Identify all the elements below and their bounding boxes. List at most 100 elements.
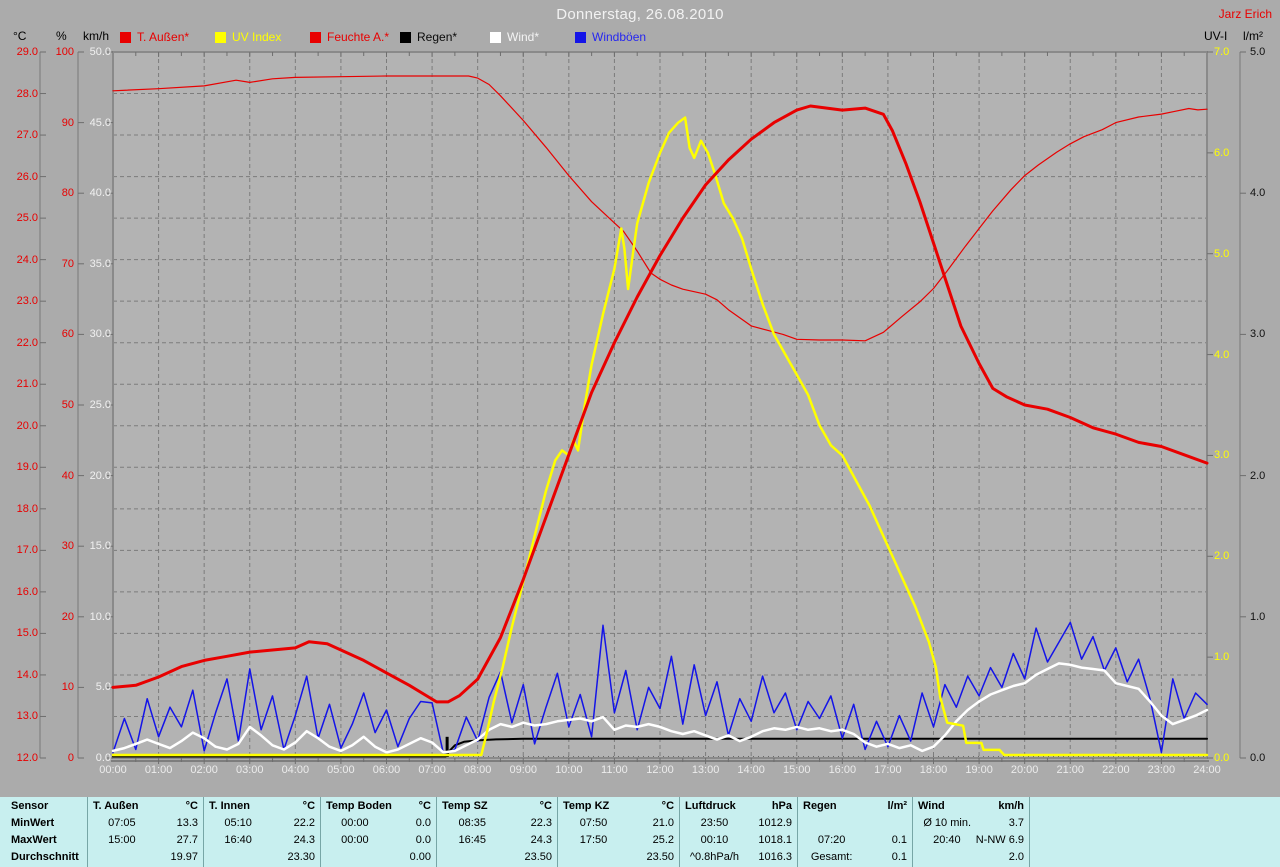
table-header-unit: °C — [661, 799, 675, 812]
hum-tick-label: 40 — [61, 469, 74, 482]
legend-item-feuchte-a-: Feuchte A.* — [310, 30, 389, 44]
table-row: 23:50 1012.9 — [680, 814, 797, 831]
hum-tick-label: 70 — [61, 257, 74, 270]
table-row: Ø 10 min. 3.7 — [913, 814, 1029, 831]
table-cell-time: 00:10 — [700, 833, 729, 846]
table-col-temp-sz: Temp SZ °C 08:35 22.3 16:45 24.3 23.50 — [437, 797, 558, 867]
table-row: 07:50 21.0 — [558, 814, 679, 831]
x-tick-label: 23:00 — [1147, 764, 1176, 776]
table-cell-time: 08:35 — [458, 816, 487, 829]
table-cell-value: 27.7 — [176, 833, 198, 846]
table-row: 23.30 — [204, 848, 320, 865]
table-cell-value: 22.3 — [530, 816, 552, 829]
table-header-unit: °C — [418, 799, 431, 812]
legend-label: Windböen — [592, 30, 647, 44]
table-col-t-au-en: T. Außen °C 07:05 13.3 15:00 27.7 19.97 — [88, 797, 204, 867]
x-tick-label: 00:00 — [99, 764, 127, 776]
table-row: 00:00 0.0 — [321, 831, 436, 848]
table-col-regen: Regen l/m² 07:20 0.1 Gesamt: 0.1 — [798, 797, 913, 867]
page-title: Donnerstag, 26.08.2010 — [556, 6, 724, 23]
x-tick-label: 19:00 — [965, 764, 993, 776]
x-tick-label: 24:00 — [1193, 764, 1221, 776]
temp-tick-label: 18.0 — [16, 502, 38, 515]
table-cell-value: 0.0 — [415, 816, 431, 829]
wind-tick-label: 45.0 — [89, 116, 111, 129]
temp-tick-label: 13.0 — [16, 710, 38, 723]
table-cell-time: 16:45 — [458, 833, 487, 846]
unit-label-kmh: km/h — [83, 29, 110, 43]
wind-tick-label: 30.0 — [89, 328, 111, 341]
table-cell-time: Ø 10 min. — [923, 816, 971, 829]
hum-tick-label: 90 — [61, 116, 74, 129]
x-tick-label: 17:00 — [874, 764, 902, 776]
legend-label: UV Index — [232, 30, 282, 44]
x-tick-label: 21:00 — [1056, 764, 1085, 776]
table-cell-time: 00:00 — [341, 833, 369, 846]
table-cell-time: 07:20 — [817, 833, 846, 846]
table-cell-value: 23.50 — [524, 850, 552, 863]
x-tick-label: 10:00 — [555, 764, 583, 776]
legend-item-windb-en: Windböen — [575, 30, 646, 44]
table-row: 07:20 0.1 — [798, 831, 912, 848]
table-cell-value: N-NW 6.9 — [975, 833, 1024, 846]
wind-tick-label: 25.0 — [89, 399, 111, 411]
table-cell-value: 24.3 — [293, 833, 316, 846]
x-tick-label: 20:00 — [1010, 764, 1039, 776]
x-tick-label: 18:00 — [919, 764, 948, 776]
table-cell-value: 1018.1 — [758, 833, 793, 846]
table-cell-value: 19.97 — [170, 850, 198, 863]
uv-tick-label: 7.0 — [1214, 46, 1230, 58]
table-col-header: T. Innen °C — [204, 797, 320, 814]
table-row: 08:35 22.3 — [437, 814, 557, 831]
table-row — [798, 814, 912, 831]
x-tick-label: 03:00 — [235, 764, 264, 776]
table-header-name: Wind — [918, 799, 945, 812]
table-col-header: Regen l/m² — [798, 797, 912, 814]
table-col-temp-boden: Temp Boden °C 00:00 0.0 00:00 0.0 0.00 — [321, 797, 437, 867]
table-header-name: T. Innen — [209, 799, 250, 812]
legend-label: Feuchte A.* — [327, 30, 390, 44]
uv-tick-label: 5.0 — [1214, 247, 1230, 260]
wind-tick-label: 50.0 — [89, 46, 111, 58]
temp-tick-label: 14.0 — [16, 668, 38, 681]
x-tick-label: 08:00 — [463, 764, 492, 776]
rain-tick-label: 4.0 — [1250, 187, 1266, 200]
table-header-unit: °C — [539, 799, 552, 812]
legend-swatch-icon — [215, 31, 226, 43]
table-cell-value: 3.7 — [1008, 816, 1025, 829]
table-col-header: Temp SZ °C — [437, 797, 557, 814]
x-tick-label: 14:00 — [737, 764, 765, 776]
table-row: 20:40 N-NW 6.9 — [913, 831, 1029, 848]
temp-tick-label: 16.0 — [16, 585, 38, 598]
x-tick-label: 01:00 — [144, 764, 173, 776]
wind-tick-label: 40.0 — [89, 187, 111, 200]
legend-label: Regen* — [417, 30, 458, 44]
table-cell-value: 23.50 — [646, 850, 675, 863]
temp-tick-label: 17.0 — [16, 544, 38, 557]
table-cell-time: 23:50 — [700, 816, 729, 829]
table-col-header: Temp Boden °C — [321, 797, 436, 814]
x-tick-label: 07:00 — [418, 764, 446, 776]
table-header-unit: hPa — [771, 799, 793, 812]
table-cell-value: 0.1 — [891, 850, 908, 863]
table-cell-value: 1016.3 — [758, 850, 793, 863]
series-uv-index — [111, 116, 1209, 757]
temp-tick-label: 29.0 — [16, 46, 38, 58]
x-tick-label: 05:00 — [327, 764, 355, 776]
temp-tick-label: 28.0 — [16, 87, 38, 100]
table-row: 0.00 — [321, 848, 436, 865]
wind-tick-label: 10.0 — [89, 610, 111, 623]
table-cell-value: 23.30 — [287, 850, 316, 863]
temp-tick-label: 15.0 — [16, 627, 38, 640]
series-wind — [111, 662, 1209, 754]
uv-tick-label: 1.0 — [1214, 651, 1230, 664]
legend-item-wind-: Wind* — [490, 30, 539, 44]
hum-tick-label: 0 — [67, 752, 74, 764]
table-col-header: Luftdruck hPa — [680, 797, 797, 814]
author-label: Jarz Erich — [1218, 7, 1272, 21]
x-tick-label: 02:00 — [190, 764, 218, 776]
unit-label-lm2: l/m² — [1243, 29, 1263, 43]
temp-tick-label: 22.0 — [16, 336, 38, 349]
table-row: 16:40 24.3 — [204, 831, 320, 848]
table-cell-value: 24.3 — [530, 833, 552, 846]
